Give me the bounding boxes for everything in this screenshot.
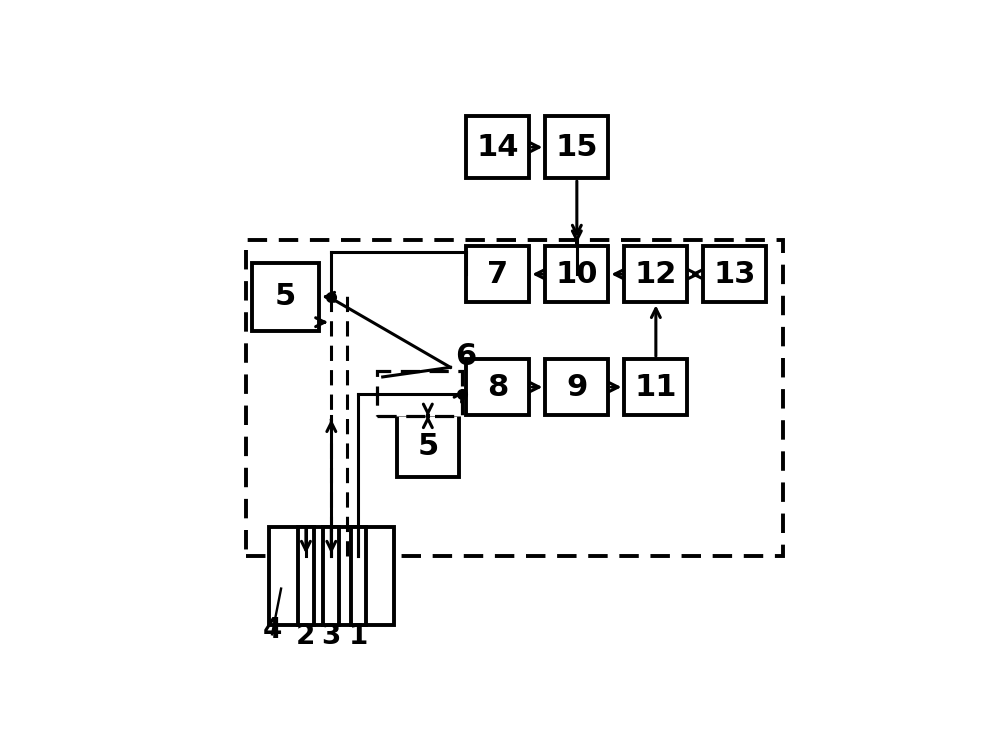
FancyBboxPatch shape	[377, 372, 462, 416]
Text: 5: 5	[417, 432, 438, 461]
FancyBboxPatch shape	[298, 526, 314, 625]
Text: 7: 7	[487, 259, 508, 289]
Text: 3: 3	[322, 622, 341, 650]
FancyBboxPatch shape	[466, 246, 529, 303]
Text: 15: 15	[556, 133, 598, 162]
FancyBboxPatch shape	[545, 117, 608, 178]
FancyBboxPatch shape	[545, 359, 608, 416]
FancyBboxPatch shape	[624, 246, 687, 303]
FancyBboxPatch shape	[624, 359, 687, 416]
FancyBboxPatch shape	[466, 117, 529, 178]
Text: 12: 12	[635, 259, 677, 289]
FancyBboxPatch shape	[351, 526, 366, 625]
Text: 10: 10	[556, 259, 598, 289]
Text: 13: 13	[714, 259, 756, 289]
FancyBboxPatch shape	[246, 240, 783, 556]
Text: 9: 9	[566, 372, 588, 402]
Text: 4: 4	[263, 616, 282, 644]
Text: 5: 5	[275, 282, 296, 312]
Text: 14: 14	[477, 133, 519, 162]
FancyBboxPatch shape	[466, 359, 529, 416]
Text: 1: 1	[349, 622, 368, 650]
FancyBboxPatch shape	[703, 246, 766, 303]
Text: 8: 8	[487, 372, 508, 402]
FancyBboxPatch shape	[269, 526, 394, 625]
Text: 2: 2	[296, 622, 316, 650]
FancyBboxPatch shape	[323, 526, 339, 625]
Text: 11: 11	[635, 372, 677, 402]
FancyBboxPatch shape	[397, 416, 459, 477]
FancyBboxPatch shape	[545, 246, 608, 303]
FancyBboxPatch shape	[252, 263, 319, 331]
Text: 6: 6	[455, 342, 476, 370]
